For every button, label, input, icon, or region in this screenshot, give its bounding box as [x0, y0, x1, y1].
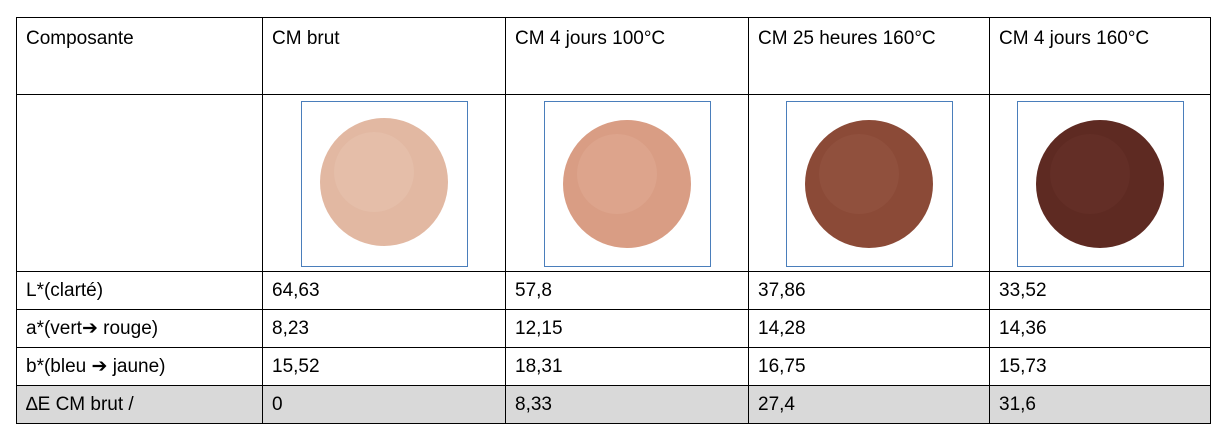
header-cell: CM 4 jours 160°C — [989, 17, 1211, 95]
value-cell: 31,6 — [989, 385, 1211, 424]
value-cell: 15,73 — [989, 347, 1211, 386]
value-cell: 27,4 — [748, 385, 990, 424]
value-cell: 0 — [262, 385, 506, 424]
value-cell: 18,31 — [505, 347, 749, 386]
value-cell: 33,52 — [989, 271, 1211, 310]
value-cell: 64,63 — [262, 271, 506, 310]
header-cell: Composante — [16, 17, 263, 95]
row-label: ∆E CM brut / — [16, 385, 263, 424]
data-row: L*(clarté) 64,63 57,8 37,86 33,52 — [16, 271, 1211, 310]
image-cell — [989, 94, 1211, 272]
value-cell: 12,15 — [505, 309, 749, 348]
sample — [804, 120, 933, 248]
image-cell — [262, 94, 506, 272]
header-cell: CM 25 heures 160°C — [748, 17, 990, 95]
data-row: b*(bleu ➔ jaune) 15,52 18,31 16,75 15,73 — [16, 347, 1211, 386]
header-cell: CM brut — [262, 17, 506, 95]
header-row: Composante CM brut CM 4 jours 100°C CM 2… — [16, 17, 1211, 95]
value-cell: 57,8 — [505, 271, 749, 310]
row-label: b*(bleu ➔ jaune) — [16, 347, 263, 386]
sample — [319, 118, 448, 246]
value-cell: 16,75 — [748, 347, 990, 386]
image-cell — [748, 94, 990, 272]
sample-image — [300, 101, 468, 267]
empty-cell — [16, 94, 263, 272]
image-row — [16, 94, 1211, 272]
value-cell: 8,23 — [262, 309, 506, 348]
value-cell: 14,28 — [748, 309, 990, 348]
row-label: L*(clarté) — [16, 271, 263, 310]
image-cell — [505, 94, 749, 272]
sample-image — [543, 101, 711, 267]
data-row: a*(vert➔ rouge) 8,23 12,15 14,28 14,36 — [16, 309, 1211, 348]
sample-image — [785, 101, 953, 267]
row-label: a*(vert➔ rouge) — [16, 309, 263, 348]
color-table: Composante CM brut CM 4 jours 100°C CM 2… — [16, 17, 1211, 424]
header-cell: CM 4 jours 100°C — [505, 17, 749, 95]
sample — [1035, 120, 1164, 248]
value-cell: 14,36 — [989, 309, 1211, 348]
value-cell: 15,52 — [262, 347, 506, 386]
value-cell: 37,86 — [748, 271, 990, 310]
sample — [562, 120, 691, 248]
value-cell: 8,33 — [505, 385, 749, 424]
sample-image — [1016, 101, 1184, 267]
data-row: ∆E CM brut /0 8,33 27,4 31,6 — [16, 385, 1211, 424]
